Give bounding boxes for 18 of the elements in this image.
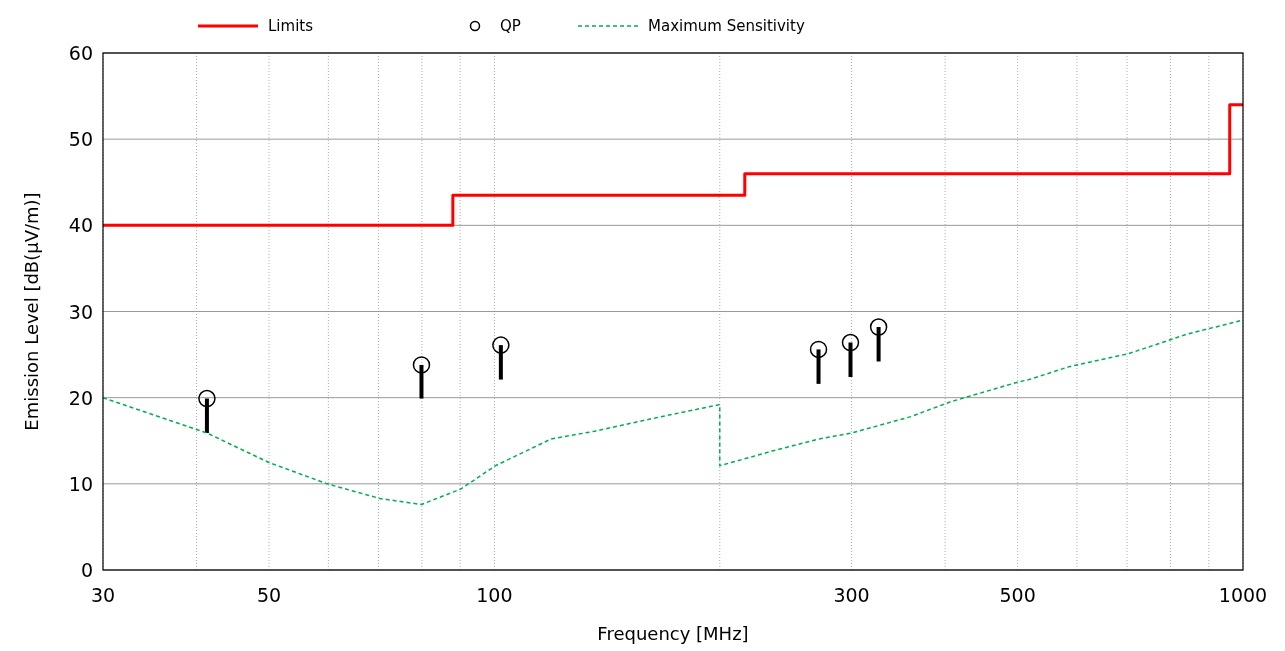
legend-label: QP xyxy=(500,17,521,35)
x-tick-label: 500 xyxy=(999,584,1036,606)
y-tick-label: 0 xyxy=(80,559,93,581)
y-tick-label: 10 xyxy=(68,472,93,495)
x-tick-label: 30 xyxy=(90,584,116,606)
x-tick-label: 50 xyxy=(256,584,282,606)
y-tick-label: 50 xyxy=(68,128,93,151)
y-tick-label: 60 xyxy=(68,42,93,64)
y-tick-label: 20 xyxy=(68,386,93,409)
y-axis-title: Emission Level [dB(μV/m)] xyxy=(21,192,42,431)
y-tick-label: 30 xyxy=(68,300,93,323)
x-tick-label: 1000 xyxy=(1218,584,1268,606)
y-tick-label: 40 xyxy=(68,214,93,237)
legend-label: Maximum Sensitivity xyxy=(648,17,805,35)
x-tick-label: 300 xyxy=(833,584,870,606)
legend-label: Limits xyxy=(268,17,314,35)
x-axis-title: Frequency [MHz] xyxy=(597,623,749,644)
x-tick-label: 100 xyxy=(476,584,513,606)
